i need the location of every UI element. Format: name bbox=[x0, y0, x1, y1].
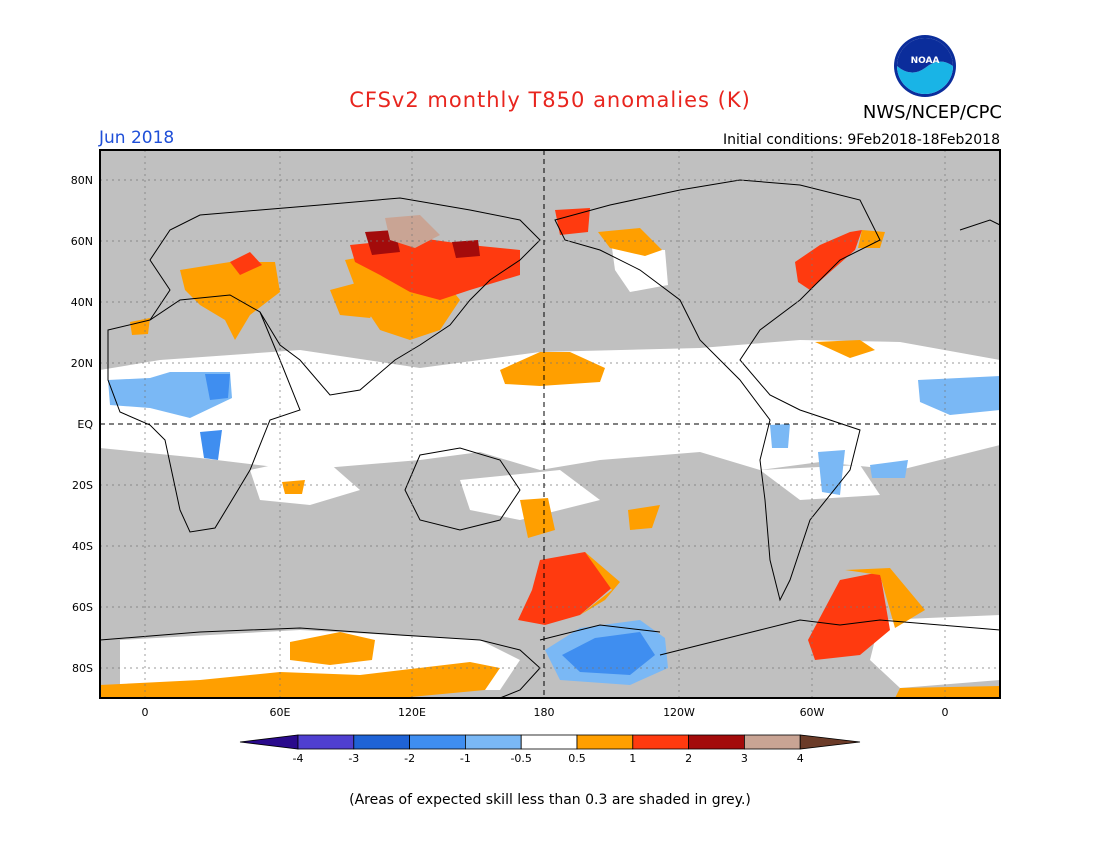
cold-anomaly-w-africa-core bbox=[205, 374, 230, 400]
neutral-patch-antarctic-east bbox=[870, 615, 1000, 688]
lat-label-80n: 80N bbox=[71, 174, 93, 187]
lat-label-80s: 80S bbox=[72, 662, 93, 675]
colorbar-box-4 bbox=[520, 734, 578, 750]
lon-label-60w: 60W bbox=[800, 706, 825, 719]
colorbar-arrow-low bbox=[239, 734, 299, 750]
lon-label-120w: 120W bbox=[663, 706, 695, 719]
cold-anomaly-s-atlantic bbox=[870, 460, 908, 478]
lon-label-0-west: 0 bbox=[142, 706, 149, 719]
colorbar-tick-5: 0.5 bbox=[568, 752, 586, 765]
neutral-patch-south-atlantic bbox=[760, 465, 880, 500]
warm-anomaly-weddell bbox=[808, 572, 890, 660]
neutral-patch-s-pacific bbox=[460, 470, 600, 520]
lat-label-60n: 60N bbox=[71, 235, 93, 248]
colorbar: -4 -3 -2 -1 -0.5 0.5 1 2 3 4 bbox=[239, 734, 861, 765]
warm-anomaly-c-pacific bbox=[500, 352, 605, 386]
warm-anomaly-antarctic-east bbox=[895, 686, 1000, 698]
longitude-axis: 0 60E 120E 180 120W 60W 0 bbox=[142, 706, 949, 719]
lon-label-60e: 60E bbox=[270, 706, 291, 719]
logo-text: NOAA bbox=[911, 56, 940, 66]
warm-anomaly-europe-core bbox=[230, 252, 262, 275]
warm-anomaly-siberia-dark-2 bbox=[452, 240, 480, 258]
latitude-axis: 80N 60N 40N 20N EQ 20S 40S 60S 80S bbox=[71, 174, 94, 675]
map-frame bbox=[99, 149, 1001, 699]
lat-label-60s: 60S bbox=[72, 601, 93, 614]
colorbar-arrow-high bbox=[799, 734, 861, 750]
colorbar-box-5 bbox=[576, 734, 634, 750]
warm-anomaly-weddell-fringe bbox=[845, 568, 925, 628]
coastlines bbox=[99, 179, 1001, 699]
warm-anomaly-ne-canada bbox=[795, 230, 862, 290]
warm-anomaly-siberia-top bbox=[385, 215, 440, 248]
cold-anomaly-s-america bbox=[818, 450, 845, 495]
lat-label-eq: EQ bbox=[77, 418, 93, 431]
warm-anomaly-europe bbox=[180, 262, 280, 340]
colorbar-box-3 bbox=[464, 734, 522, 750]
lat-label-20n: 20N bbox=[71, 357, 93, 370]
colorbar-tick-4: -0.5 bbox=[510, 752, 531, 765]
lat-label-40n: 40N bbox=[71, 296, 93, 309]
warm-anomaly-n-atlantic bbox=[815, 340, 875, 358]
colorbar-tick-7: 2 bbox=[685, 752, 692, 765]
noaa-logo: NOAA bbox=[894, 35, 956, 97]
cold-anomaly-atlantic bbox=[918, 376, 1000, 415]
colorbar-box-1 bbox=[353, 734, 410, 750]
colorbar-tick-3: -1 bbox=[460, 752, 471, 765]
forecast-month: Jun 2018 bbox=[99, 128, 175, 148]
warm-anomaly-sw-pacific bbox=[520, 498, 555, 538]
warm-anomaly-n-america bbox=[598, 228, 662, 256]
graticule bbox=[100, 150, 1000, 698]
warm-anomaly-ne-canada-fringe bbox=[858, 230, 885, 248]
colorbar-box-8 bbox=[744, 734, 801, 750]
lon-label-120e: 120E bbox=[398, 706, 426, 719]
map-title: CFSv2 monthly T850 anomalies (K) bbox=[349, 88, 751, 112]
colorbar-box-2 bbox=[409, 734, 466, 750]
warm-anomaly-antarctic-mid bbox=[290, 632, 375, 665]
warm-anomaly-alaska bbox=[555, 208, 590, 235]
colorbar-tick-2: -2 bbox=[404, 752, 415, 765]
warm-anomaly-madagascar bbox=[282, 480, 305, 494]
colorbar-tick-6: 1 bbox=[629, 752, 636, 765]
warm-anomaly-s-pacific-small bbox=[628, 505, 660, 530]
colorbar-tick-9: 4 bbox=[797, 752, 804, 765]
colorbar-box-6 bbox=[632, 734, 689, 750]
warm-anomaly-s-pacific-fringe bbox=[580, 552, 620, 615]
cold-anomaly-amazon bbox=[770, 424, 790, 448]
warm-anomaly-antarctic-bottom bbox=[100, 662, 500, 698]
skill-footnote: (Areas of expected skill less than 0.3 a… bbox=[349, 792, 751, 808]
lon-label-180: 180 bbox=[534, 706, 555, 719]
colorbar-tick-0: -4 bbox=[293, 752, 304, 765]
warm-anomaly-s-pacific-red bbox=[518, 552, 615, 625]
lat-label-40s: 40S bbox=[72, 540, 93, 553]
cold-anomaly-c-africa bbox=[200, 430, 222, 460]
cold-anomaly-w-africa bbox=[108, 372, 232, 418]
colorbar-box-7 bbox=[688, 734, 745, 750]
lat-label-20s: 20S bbox=[72, 479, 93, 492]
initial-conditions: Initial conditions: 9Feb2018-18Feb2018 bbox=[723, 132, 1000, 148]
cold-anomaly-ross-sea-core bbox=[562, 632, 655, 675]
colorbar-box-0 bbox=[297, 734, 355, 750]
agency-label: NWS/NCEP/CPC bbox=[862, 102, 1002, 123]
colorbar-tick-1: -3 bbox=[348, 752, 359, 765]
colorbar-tick-8: 3 bbox=[741, 752, 748, 765]
lon-label-0-east: 0 bbox=[942, 706, 949, 719]
